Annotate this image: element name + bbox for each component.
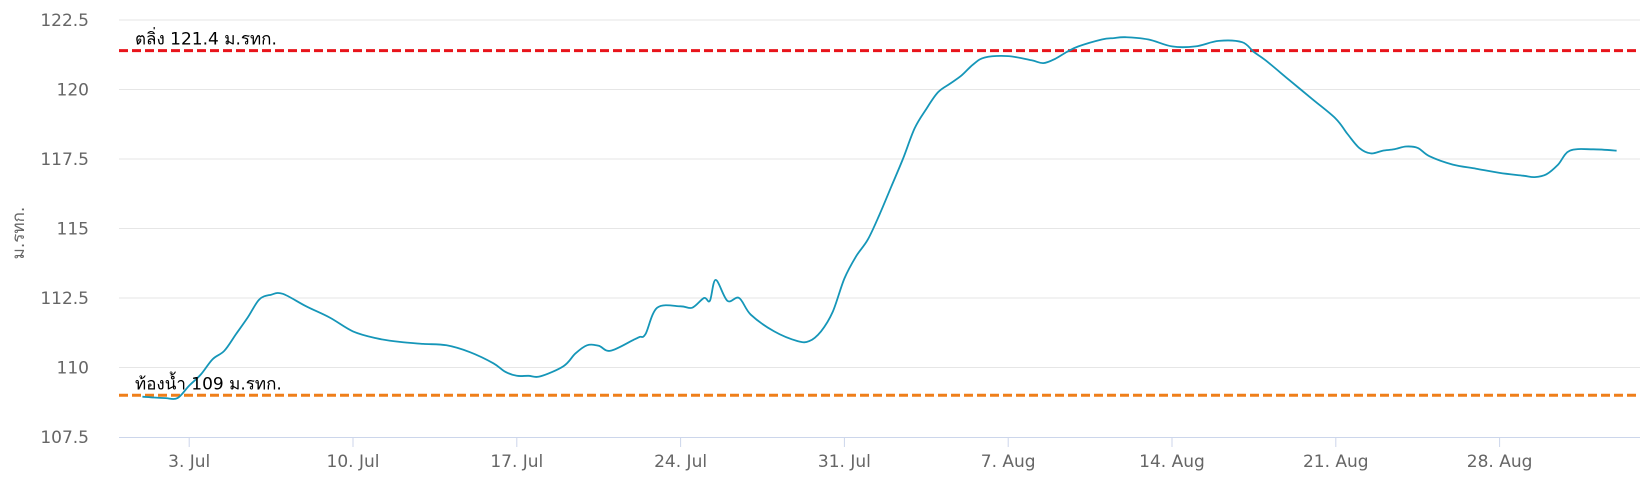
- x-axis: [119, 437, 1640, 447]
- x-axis-labels: 3. Jul 10. Jul 17. Jul 24. Jul 31. Jul 7. Aug…: [168, 452, 1532, 472]
- riverbed-level-label: ท้องน้ำ 109 ม.รทก.: [135, 371, 282, 394]
- x-tick-label: 7. Aug: [981, 452, 1036, 472]
- x-tick-label: 14. Aug: [1139, 452, 1205, 472]
- y-axis: 107.5 110 112.5 115 117.5 120 122.5: [40, 11, 89, 448]
- series-layer: [142, 36, 1617, 400]
- y-tick-label: 120: [57, 81, 89, 101]
- x-tick-label: 21. Aug: [1303, 452, 1369, 472]
- x-tick-label: 10. Jul: [327, 452, 380, 472]
- y-tick-label: 115: [57, 220, 89, 240]
- water-level-series-line: [142, 36, 1617, 400]
- grid-lines: [119, 19, 1640, 368]
- reference-lines: [119, 49, 1640, 397]
- x-tick-label: 17. Jul: [490, 452, 543, 472]
- x-tick-label: 28. Aug: [1467, 452, 1533, 472]
- bank-level-label: ตลิ่ง 121.4 ม.รทก.: [135, 27, 277, 50]
- y-axis-title: ม.รทก.: [9, 207, 29, 260]
- y-tick-label: 122.5: [40, 11, 89, 31]
- x-tick-label: 24. Jul: [654, 452, 707, 472]
- x-tick-label: 3. Jul: [168, 452, 210, 472]
- x-tick-label: 31. Jul: [818, 452, 871, 472]
- y-tick-label: 117.5: [40, 150, 89, 170]
- y-tick-label: 112.5: [40, 289, 89, 309]
- y-tick-label: 110: [57, 359, 89, 379]
- y-tick-label: 107.5: [40, 428, 89, 448]
- reference-line-labels: ตลิ่ง 121.4 ม.รทก. ท้องน้ำ 109 ม.รทก.: [135, 27, 282, 395]
